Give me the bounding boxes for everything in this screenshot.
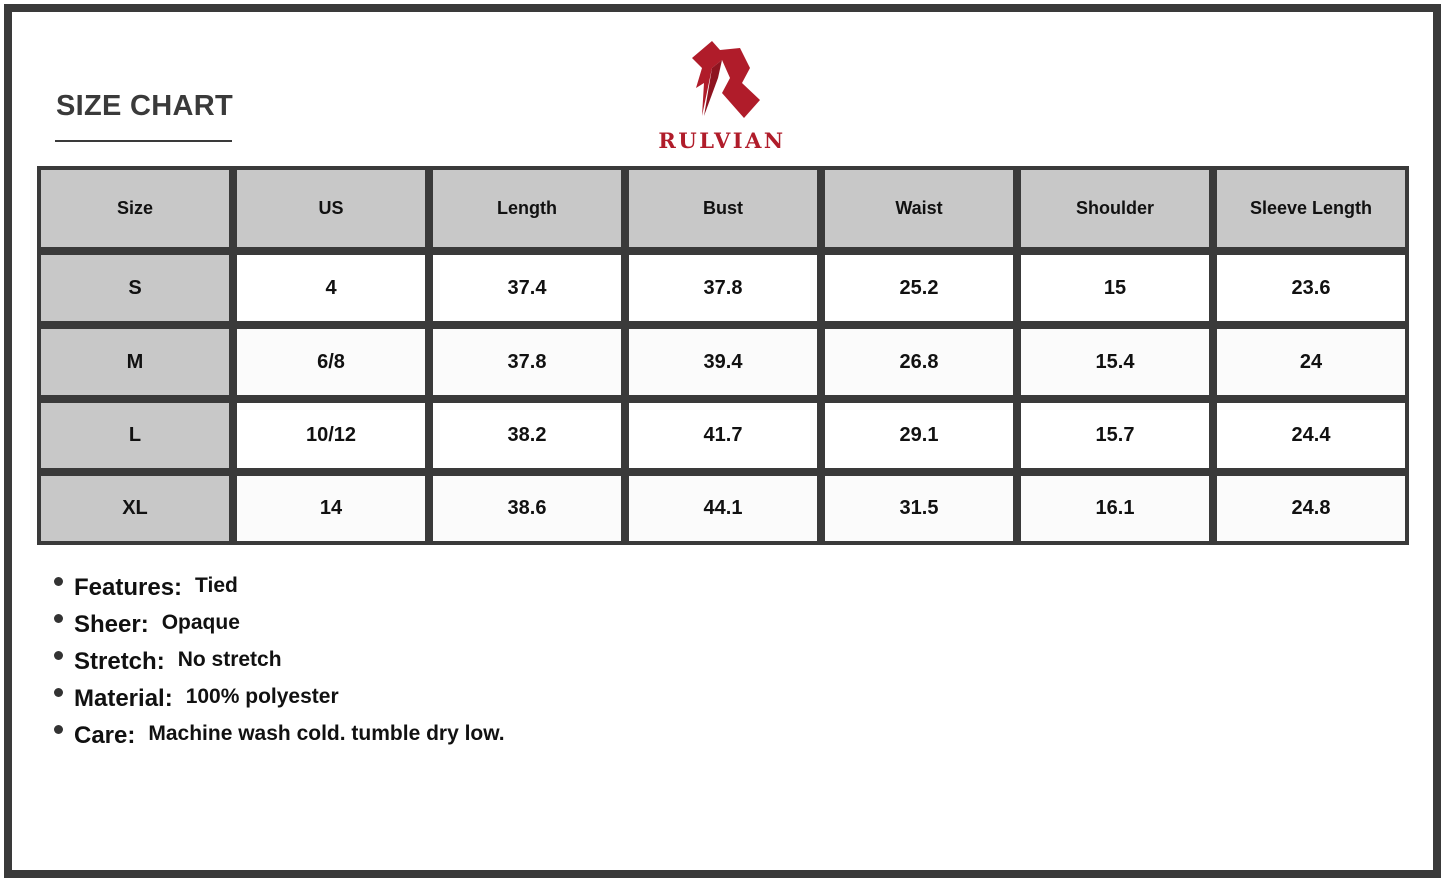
column-header: Shoulder xyxy=(1021,170,1209,247)
table-cell: 4 xyxy=(237,255,425,321)
column-header: Size xyxy=(41,170,229,247)
feature-value: Opaque xyxy=(161,611,240,634)
table-cell: 31.5 xyxy=(825,476,1013,541)
table-cell: 15 xyxy=(1021,255,1209,321)
title-underline xyxy=(55,140,232,142)
column-header: Waist xyxy=(825,170,1013,247)
table-cell: 23.6 xyxy=(1217,255,1405,321)
table-cell: 26.8 xyxy=(825,329,1013,395)
feature-item: Features: Tied xyxy=(54,574,505,611)
bullet-icon xyxy=(54,651,63,660)
table-cell: 37.4 xyxy=(433,255,621,321)
feature-label: Sheer: xyxy=(74,611,149,638)
brand-logo: RULVIAN xyxy=(646,38,798,153)
page-title: SIZE CHART xyxy=(56,90,233,122)
table-cell: 16.1 xyxy=(1021,476,1209,541)
table-cell: 29.1 xyxy=(825,403,1013,468)
table-cell: 37.8 xyxy=(629,255,817,321)
bullet-icon xyxy=(54,614,63,623)
table-cell: 41.7 xyxy=(629,403,817,468)
feature-item: Sheer: Opaque xyxy=(54,611,505,648)
table-cell: 38.2 xyxy=(433,403,621,468)
size-label-cell: M xyxy=(41,329,229,395)
column-header: Sleeve Length xyxy=(1217,170,1405,247)
table-cell: 15.4 xyxy=(1021,329,1209,395)
size-label-cell: S xyxy=(41,255,229,321)
table-cell: 6/8 xyxy=(237,329,425,395)
feature-item: Material: 100% polyester xyxy=(54,685,505,722)
feature-label: Material: xyxy=(74,685,173,712)
feature-label: Care: xyxy=(74,722,136,749)
table-cell: 24.4 xyxy=(1217,403,1405,468)
table-cell: 15.7 xyxy=(1021,403,1209,468)
bullet-icon xyxy=(54,577,63,586)
table-cell: 44.1 xyxy=(629,476,817,541)
feature-value: Tied xyxy=(195,574,238,597)
table-cell: 10/12 xyxy=(237,403,425,468)
features-list: Features: Tied Sheer: Opaque Stretch: No stre… xyxy=(54,574,505,759)
size-label-cell: L xyxy=(41,403,229,468)
table-cell: 25.2 xyxy=(825,255,1013,321)
table-cell: 38.6 xyxy=(433,476,621,541)
bullet-icon xyxy=(54,725,63,734)
table-cell: 24 xyxy=(1217,329,1405,395)
table-cell: 37.8 xyxy=(433,329,621,395)
feature-item: Care: Machine wash cold. tumble dry low. xyxy=(54,722,505,759)
feature-item: Stretch: No stretch xyxy=(54,648,505,685)
table-cell: 14 xyxy=(237,476,425,541)
table-cell: 39.4 xyxy=(629,329,817,395)
rulvian-r-logo-icon xyxy=(692,41,760,118)
feature-value: 100% polyester xyxy=(185,685,339,708)
bullet-icon xyxy=(54,688,63,697)
column-header: US xyxy=(237,170,425,247)
size-label-cell: XL xyxy=(41,476,229,541)
column-header: Length xyxy=(433,170,621,247)
feature-value: No stretch xyxy=(177,648,282,671)
feature-value: Machine wash cold. tumble dry low. xyxy=(148,722,505,745)
size-chart-table: Size US Length Bust Waist Shoulder Sleeve Leng… xyxy=(37,166,1409,545)
column-header: Bust xyxy=(629,170,817,247)
brand-name: RULVIAN xyxy=(658,128,786,153)
table-cell: 24.8 xyxy=(1217,476,1405,541)
feature-label: Stretch: xyxy=(74,648,165,675)
feature-label: Features: xyxy=(74,574,183,601)
